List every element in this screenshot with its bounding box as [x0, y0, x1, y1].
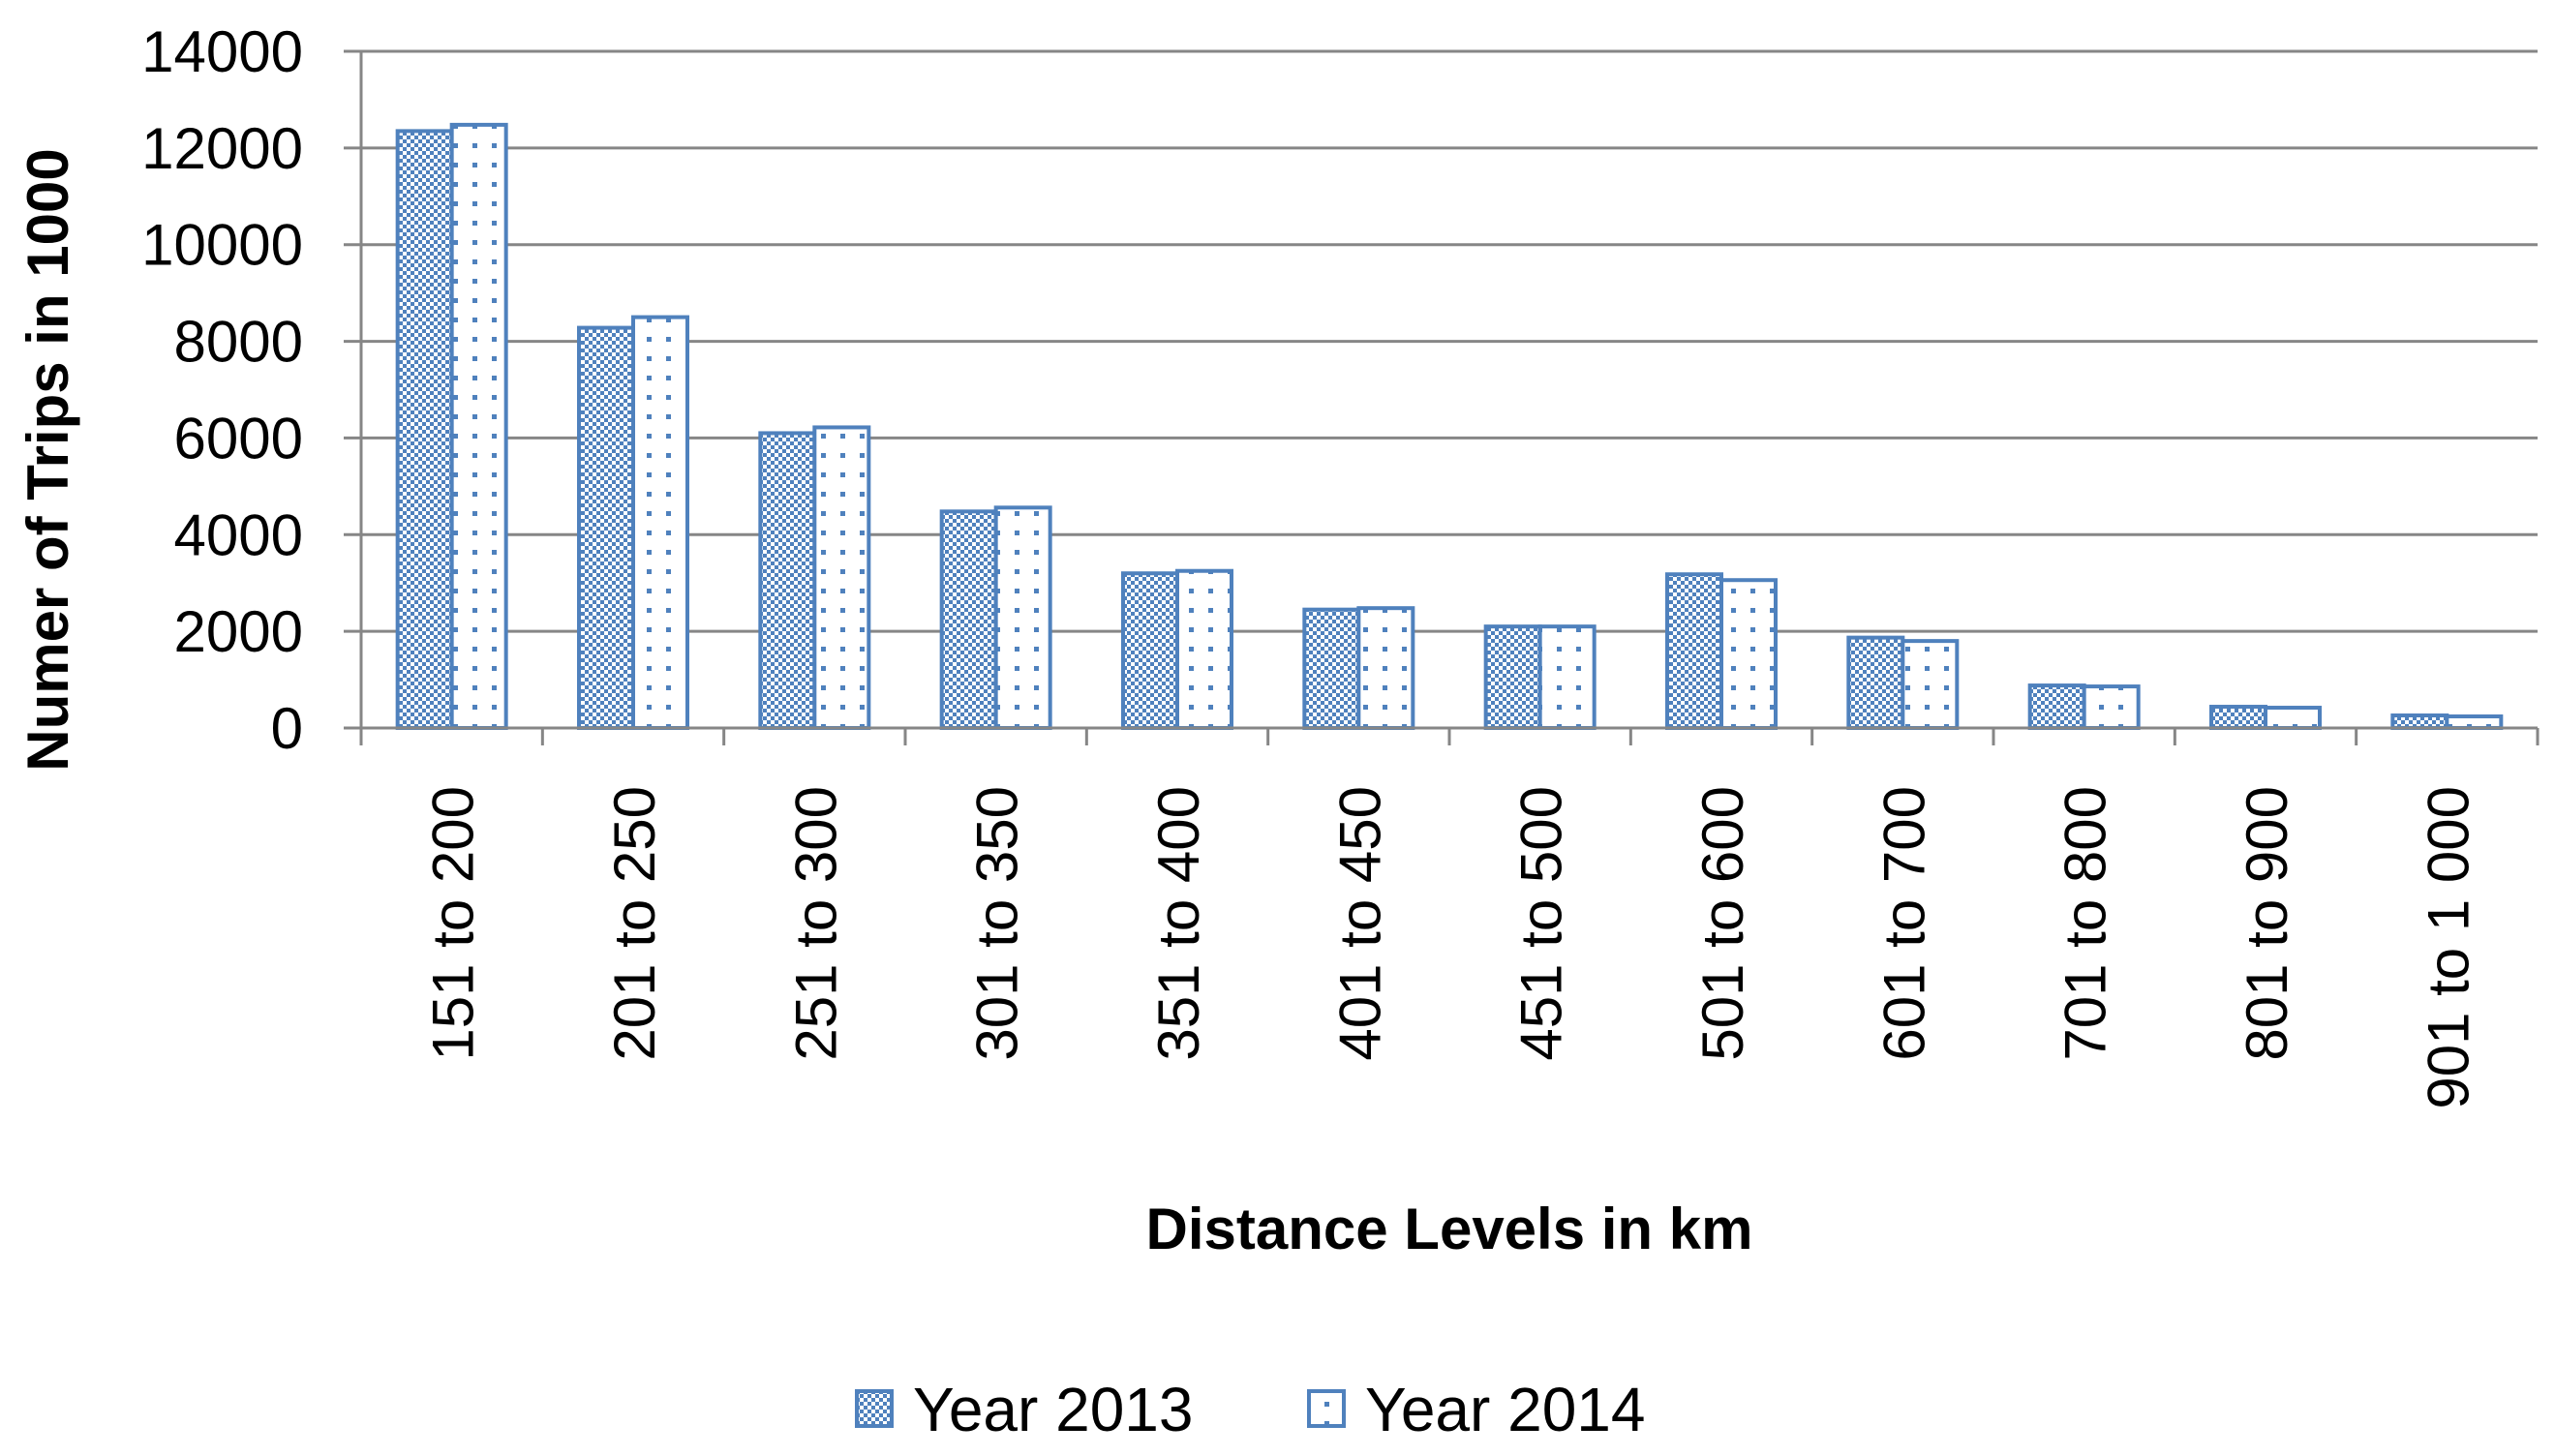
bar-series-2	[1901, 639, 1960, 731]
x-tick-label: 801 to 900	[2235, 786, 2299, 1061]
bar-series-1	[577, 325, 635, 730]
bar-series-1	[1665, 572, 1723, 731]
y-tick-label: 14000	[141, 19, 303, 84]
bar-series-2	[631, 315, 689, 730]
axes	[344, 49, 2540, 745]
y-tick-label: 2000	[174, 599, 303, 664]
x-tick-label: 601 to 700	[1871, 786, 1936, 1061]
bar-series-2	[993, 505, 1052, 731]
bar-series-2	[1537, 624, 1597, 731]
legend-label: Year 2013	[913, 1375, 1193, 1444]
gridlines	[361, 49, 2538, 633]
bar-series-2	[1356, 606, 1415, 730]
x-tick-label: 451 to 500	[1509, 786, 1574, 1061]
x-tick-label: 901 to 1 000	[2416, 786, 2480, 1109]
legend-swatch	[1307, 1389, 1346, 1428]
bar-series-2	[2264, 706, 2322, 731]
bar-series-1	[1302, 607, 1361, 730]
x-tick-label: 701 to 800	[2053, 786, 2118, 1061]
bar-series-1	[2027, 683, 2086, 731]
y-tick-label: 12000	[141, 116, 303, 181]
bar-series-2	[2082, 684, 2141, 730]
x-tick-label: 251 to 300	[783, 786, 848, 1061]
bar-series-2	[1175, 568, 1233, 730]
y-tick-label: 6000	[174, 406, 303, 470]
y-tick-label: 4000	[174, 502, 303, 567]
x-tick-label: 401 to 450	[1327, 786, 1392, 1061]
bar-series-2	[449, 122, 508, 731]
x-tick-label: 351 to 400	[1146, 786, 1211, 1061]
legend: Year 2013 Year 2014	[855, 1375, 1645, 1444]
bar-series-1	[1121, 571, 1179, 730]
bar-series-1	[758, 431, 817, 730]
legend-label: Year 2014	[1365, 1375, 1645, 1444]
x-tick-label: 151 to 200	[421, 786, 486, 1061]
bars	[395, 122, 2504, 731]
legend-swatch	[855, 1389, 894, 1428]
y-tick-label: 0	[271, 696, 303, 761]
bar-series-2	[2445, 714, 2504, 731]
x-tick-label: 501 to 600	[1690, 786, 1755, 1061]
tick-labels: 0 2000 4000 6000 8000 10000 12000 14000 151 to 2…	[141, 19, 2480, 1109]
bar-series-1	[2209, 705, 2267, 731]
y-axis-title: Numer of Trips in 1000	[15, 148, 80, 772]
y-tick-label: 8000	[174, 310, 303, 375]
bar-series-1	[2390, 713, 2449, 730]
y-tick-label: 10000	[141, 213, 303, 278]
bar-series-1	[1846, 635, 1905, 730]
x-tick-label: 301 to 350	[965, 786, 1030, 1061]
bar-series-2	[1719, 578, 1778, 730]
bar-series-1	[395, 129, 454, 730]
bar-series-1	[939, 509, 998, 730]
bar-series-2	[812, 425, 871, 730]
x-axis-title: Distance Levels in km	[1146, 1197, 1753, 1261]
bar-series-1	[1483, 624, 1542, 731]
x-tick-label: 201 to 250	[602, 786, 667, 1061]
